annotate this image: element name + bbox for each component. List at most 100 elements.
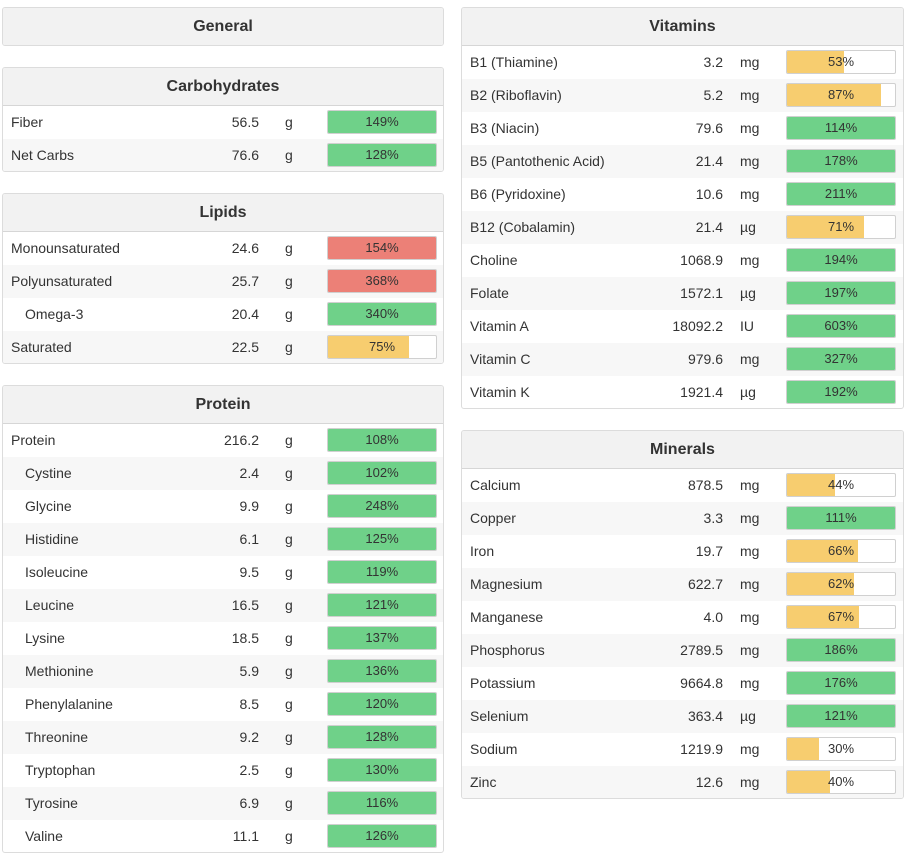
nutrient-amount: 22.5: [231, 339, 259, 355]
nutrient-unit: mg: [740, 351, 760, 367]
percent-bar: 121%: [327, 593, 437, 617]
minerals-rows: Calcium 878.5 mg 44% Copper 3.3 mg 111% Iron 19.7…: [462, 469, 903, 798]
nutrient-amount: 11.1: [232, 828, 259, 844]
percent-bar: 102%: [327, 461, 437, 485]
minerals-header: Minerals: [462, 431, 903, 469]
nutrient-row: Polyunsaturated 25.7 g 368%: [3, 265, 443, 298]
nutrient-row: B3 (Niacin) 79.6 mg 114%: [462, 112, 903, 145]
percent-bar-fill: [328, 693, 436, 715]
percent-label: 119%: [365, 564, 399, 579]
nutrient-row: Selenium 363.4 µg 121%: [462, 700, 903, 733]
nutrient-row: Threonine 9.2 g 128%: [3, 721, 443, 754]
nutrient-name: Tryptophan: [25, 762, 96, 778]
nutrient-row: Phenylalanine 8.5 g 120%: [3, 688, 443, 721]
percent-label: 44%: [827, 477, 855, 492]
nutrient-name: Vitamin K: [470, 384, 530, 400]
nutrient-amount: 6.9: [239, 795, 259, 811]
percent-label: 111%: [825, 510, 857, 525]
vitamins-header: Vitamins: [462, 8, 903, 46]
nutrient-name: Iron: [470, 543, 495, 559]
nutrient-amount: 9664.8: [680, 675, 723, 691]
percent-bar-fill: [787, 573, 854, 595]
nutrient-unit: mg: [740, 609, 760, 625]
nutrient-amount: 3.2: [703, 54, 723, 70]
nutrient-name: Omega-3: [25, 306, 84, 322]
nutrient-row: Cystine 2.4 g 102%: [3, 457, 443, 490]
percent-label: 211%: [824, 186, 858, 201]
percent-bar-fill: [328, 660, 436, 682]
nutrient-amount: 979.6: [687, 351, 723, 367]
percent-bar: 121%: [786, 704, 896, 728]
general-header: General: [3, 8, 443, 45]
nutrient-row: Folate 1572.1 µg 197%: [462, 277, 903, 310]
percent-label: 603%: [824, 318, 858, 333]
percent-label: 176%: [824, 675, 858, 690]
nutrient-unit: µg: [740, 708, 756, 724]
percent-bar: 111%: [786, 506, 896, 530]
percent-bar: 149%: [327, 110, 437, 134]
nutrient-row: Magnesium 622.7 mg 62%: [462, 568, 903, 601]
nutrient-name: B2 (Riboflavin): [470, 87, 562, 103]
nutrient-row: Net Carbs 76.6 g 128%: [3, 139, 443, 171]
nutrient-amount: 1219.9: [680, 741, 723, 757]
nutrient-unit: g: [285, 531, 293, 547]
percent-bar-fill: [787, 249, 895, 271]
nutrient-amount: 5.2: [703, 87, 723, 103]
nutrient-unit: g: [285, 240, 293, 256]
percent-bar: 211%: [786, 182, 896, 206]
nutrient-amount: 1572.1: [680, 285, 723, 301]
nutrient-unit: g: [285, 597, 293, 613]
nutrient-unit: g: [285, 828, 293, 844]
percent-bar-fill: [328, 462, 436, 484]
percent-bar-fill: [787, 216, 864, 238]
percent-label: 62%: [827, 576, 855, 591]
nutrient-amount: 24.6: [231, 240, 259, 256]
percent-bar: 67%: [786, 605, 896, 629]
nutrient-unit: mg: [740, 576, 760, 592]
nutrient-name: Isoleucine: [25, 564, 89, 580]
nutrient-amount: 2789.5: [680, 642, 723, 658]
nutrient-amount: 1068.9: [680, 252, 723, 268]
percent-bar: 116%: [327, 791, 437, 815]
percent-label: 136%: [365, 663, 399, 678]
percent-label: 178%: [824, 153, 858, 168]
nutrient-name: Monounsaturated: [11, 240, 120, 256]
nutrient-unit: g: [285, 147, 293, 163]
percent-bar: 136%: [327, 659, 437, 683]
nutrient-unit: mg: [740, 543, 760, 559]
nutrient-unit: mg: [740, 252, 760, 268]
lipids-rows: Monounsaturated 24.6 g 154% Polyunsaturated 2…: [3, 232, 443, 363]
percent-bar-fill: [328, 759, 436, 781]
nutrient-name: Protein: [11, 432, 56, 448]
percent-bar: 40%: [786, 770, 896, 794]
nutrient-row: Leucine 16.5 g 121%: [3, 589, 443, 622]
percent-bar-fill: [328, 627, 436, 649]
nutrient-row: Manganese 4.0 mg 67%: [462, 601, 903, 634]
nutrient-row: Copper 3.3 mg 111%: [462, 502, 903, 535]
nutrient-amount: 622.7: [687, 576, 723, 592]
nutrient-name: B3 (Niacin): [470, 120, 540, 136]
percent-bar-fill: [787, 150, 895, 172]
percent-label: 121%: [824, 708, 858, 723]
nutrient-amount: 1921.4: [680, 384, 723, 400]
percent-bar-fill: [787, 381, 895, 403]
percent-label: 108%: [365, 432, 399, 447]
nutrient-amount: 19.7: [695, 543, 723, 559]
nutrient-amount: 2.5: [239, 762, 259, 778]
nutrient-amount: 56.5: [231, 114, 259, 130]
percent-label: 75%: [368, 339, 396, 354]
nutrient-unit: g: [285, 498, 293, 514]
nutrient-row: Glycine 9.9 g 248%: [3, 490, 443, 523]
percent-bar: 119%: [327, 560, 437, 584]
nutrient-row: Zinc 12.6 mg 40%: [462, 766, 903, 798]
nutrient-row: Lysine 18.5 g 137%: [3, 622, 443, 655]
nutrient-unit: g: [285, 630, 293, 646]
percent-bar-fill: [328, 726, 436, 748]
nutrient-name: Manganese: [470, 609, 544, 625]
nutrient-unit: g: [285, 432, 293, 448]
nutrient-amount: 4.0: [703, 609, 723, 625]
protein-panel: Protein Protein 216.2 g 108% Cystine 2.4 g 102%…: [2, 385, 444, 853]
percent-label: 87%: [827, 87, 855, 102]
nutrient-amount: 79.6: [695, 120, 723, 136]
nutrient-name: Sodium: [470, 741, 518, 757]
